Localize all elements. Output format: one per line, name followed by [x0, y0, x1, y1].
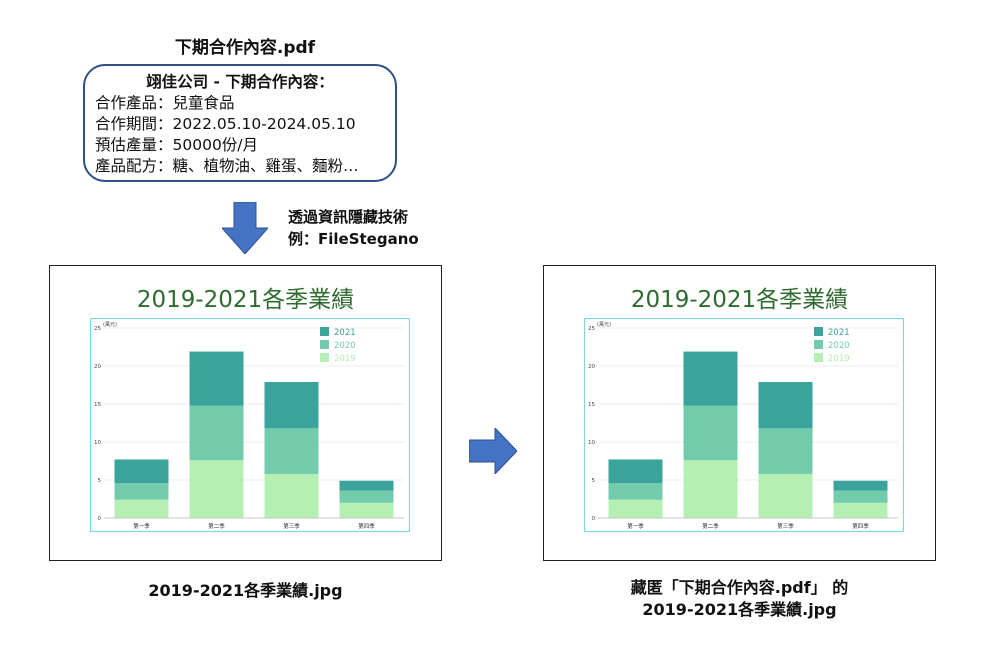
- sales-chart: 0 5 10 15 20 25(萬元) 第一季 第二季 第三季 第四季 2021 2020 2019: [584, 318, 904, 532]
- document-line-period: 合作期間：2022.05.10-2024.05.10: [95, 115, 356, 133]
- bar-segment-2020: [608, 483, 663, 500]
- legend-swatch: [814, 327, 823, 336]
- chart-title: 2019-2021各季業績: [630, 287, 849, 313]
- x-tick-label: 第二季: [208, 522, 225, 530]
- pdf-filename: 下期合作內容.pdf: [174, 38, 316, 58]
- bar-segment-2019: [758, 473, 813, 518]
- legend-label: 2019: [828, 354, 850, 364]
- y-tick-label: 25: [588, 326, 595, 332]
- y-tick-label: 10: [94, 440, 101, 446]
- document-heading: 翊佳公司 - 下期合作內容：: [146, 73, 334, 91]
- bar-segment-2019: [683, 460, 738, 518]
- y-tick-label: 25: [94, 326, 101, 332]
- bar-segment-2021: [339, 480, 394, 491]
- legend-swatch: [320, 353, 329, 362]
- y-tick-label: 0: [592, 516, 596, 522]
- stego-caption-line-1: 藏匿「下期合作內容.pdf」 的: [630, 578, 849, 597]
- legend-label: 2020: [828, 341, 850, 351]
- stego-image-frame: 2019-2021各季業績 0 5 10 15 20 25 (萬元) 第一季 第二季 第三季 第四季…: [543, 265, 936, 561]
- y-tick-label: 20: [588, 364, 595, 370]
- bar-segment-2020: [114, 483, 169, 500]
- bar-segment-2020: [339, 490, 394, 503]
- bar-segment-2020: [833, 490, 888, 503]
- y-tick-label: 15: [94, 402, 101, 408]
- y-tick-label: 5: [592, 478, 596, 484]
- bar-segment-2021: [833, 480, 888, 491]
- document-line-output: 預估產量：50000份/月: [95, 136, 259, 154]
- legend-swatch: [320, 327, 329, 336]
- y-tick-label: 5: [98, 478, 102, 484]
- document-line-formula: 產品配方：糖、植物油、雞蛋、麵粉…: [95, 157, 359, 175]
- technique-line-2: 例：FileStegano: [288, 230, 419, 248]
- y-tick-label: 10: [588, 440, 595, 446]
- stego-image-caption: 藏匿「下期合作內容.pdf」 的 2019-2021各季業績.jpg: [543, 577, 936, 621]
- x-tick-label: 第三季: [283, 522, 300, 530]
- legend-swatch: [814, 340, 823, 349]
- legend-swatch: [814, 353, 823, 362]
- legend-label: 2021: [334, 328, 356, 338]
- bar-segment-2019: [608, 499, 663, 518]
- x-tick-label: 第一季: [133, 522, 150, 530]
- stego-caption-line-2: 2019-2021各季業績.jpg: [642, 600, 837, 619]
- y-axis-unit: (萬元): [597, 321, 611, 328]
- legend-label: 2021: [828, 328, 850, 338]
- x-tick-label: 第四季: [852, 522, 869, 530]
- bar-segment-2019: [833, 502, 888, 518]
- original-image-caption: 2019-2021各季業績.jpg: [148, 581, 343, 600]
- legend-label: 2020: [334, 341, 356, 351]
- x-tick-label: 第一季: [627, 522, 644, 530]
- bar-segment-2019: [264, 473, 319, 518]
- bar-segment-2020: [683, 405, 738, 461]
- sales-chart: 0 5 10 15 20 25(萬元) 第一季 第二季 第三季 第四季 2021 2020 2019: [90, 318, 410, 532]
- bar-segment-2020: [758, 428, 813, 474]
- y-tick-label: 20: [94, 364, 101, 370]
- bar-segment-2020: [264, 428, 319, 474]
- y-tick-label: 0: [98, 516, 102, 522]
- document-content-box: 翊佳公司 - 下期合作內容： 合作產品：兒童食品 合作期間：2022.05.10…: [83, 64, 397, 182]
- bar-segment-2019: [114, 499, 169, 518]
- y-axis-unit: (萬元): [103, 321, 117, 328]
- y-tick-label: 15: [588, 402, 595, 408]
- bar-segment-2021: [758, 381, 813, 429]
- bar-segment-2021: [189, 351, 244, 406]
- legend-label: 2019: [334, 354, 356, 364]
- chart-title: 2019-2021各季業績: [136, 287, 355, 313]
- bar-segment-2019: [189, 460, 244, 518]
- document-line-product: 合作產品：兒童食品: [95, 94, 235, 112]
- technique-label: 透過資訊隱藏技術 例：FileStegano: [288, 206, 419, 250]
- bar-segment-2019: [339, 502, 394, 518]
- technique-line-1: 透過資訊隱藏技術: [288, 208, 409, 226]
- x-tick-label: 第三季: [777, 522, 794, 530]
- down-arrow-icon: [222, 202, 268, 254]
- bar-segment-2021: [264, 381, 319, 429]
- bar-segment-2021: [608, 459, 663, 484]
- original-image-frame: 2019-2021各季業績 0 5 10 15 20 25 (萬元) 第一季 第二季 第三季 第四季…: [49, 265, 442, 561]
- x-tick-label: 第四季: [358, 522, 375, 530]
- right-arrow-icon: [469, 428, 517, 474]
- legend-swatch: [320, 340, 329, 349]
- bar-segment-2020: [189, 405, 244, 461]
- bar-segment-2021: [683, 351, 738, 406]
- bar-segment-2021: [114, 459, 169, 484]
- x-tick-label: 第二季: [702, 522, 719, 530]
